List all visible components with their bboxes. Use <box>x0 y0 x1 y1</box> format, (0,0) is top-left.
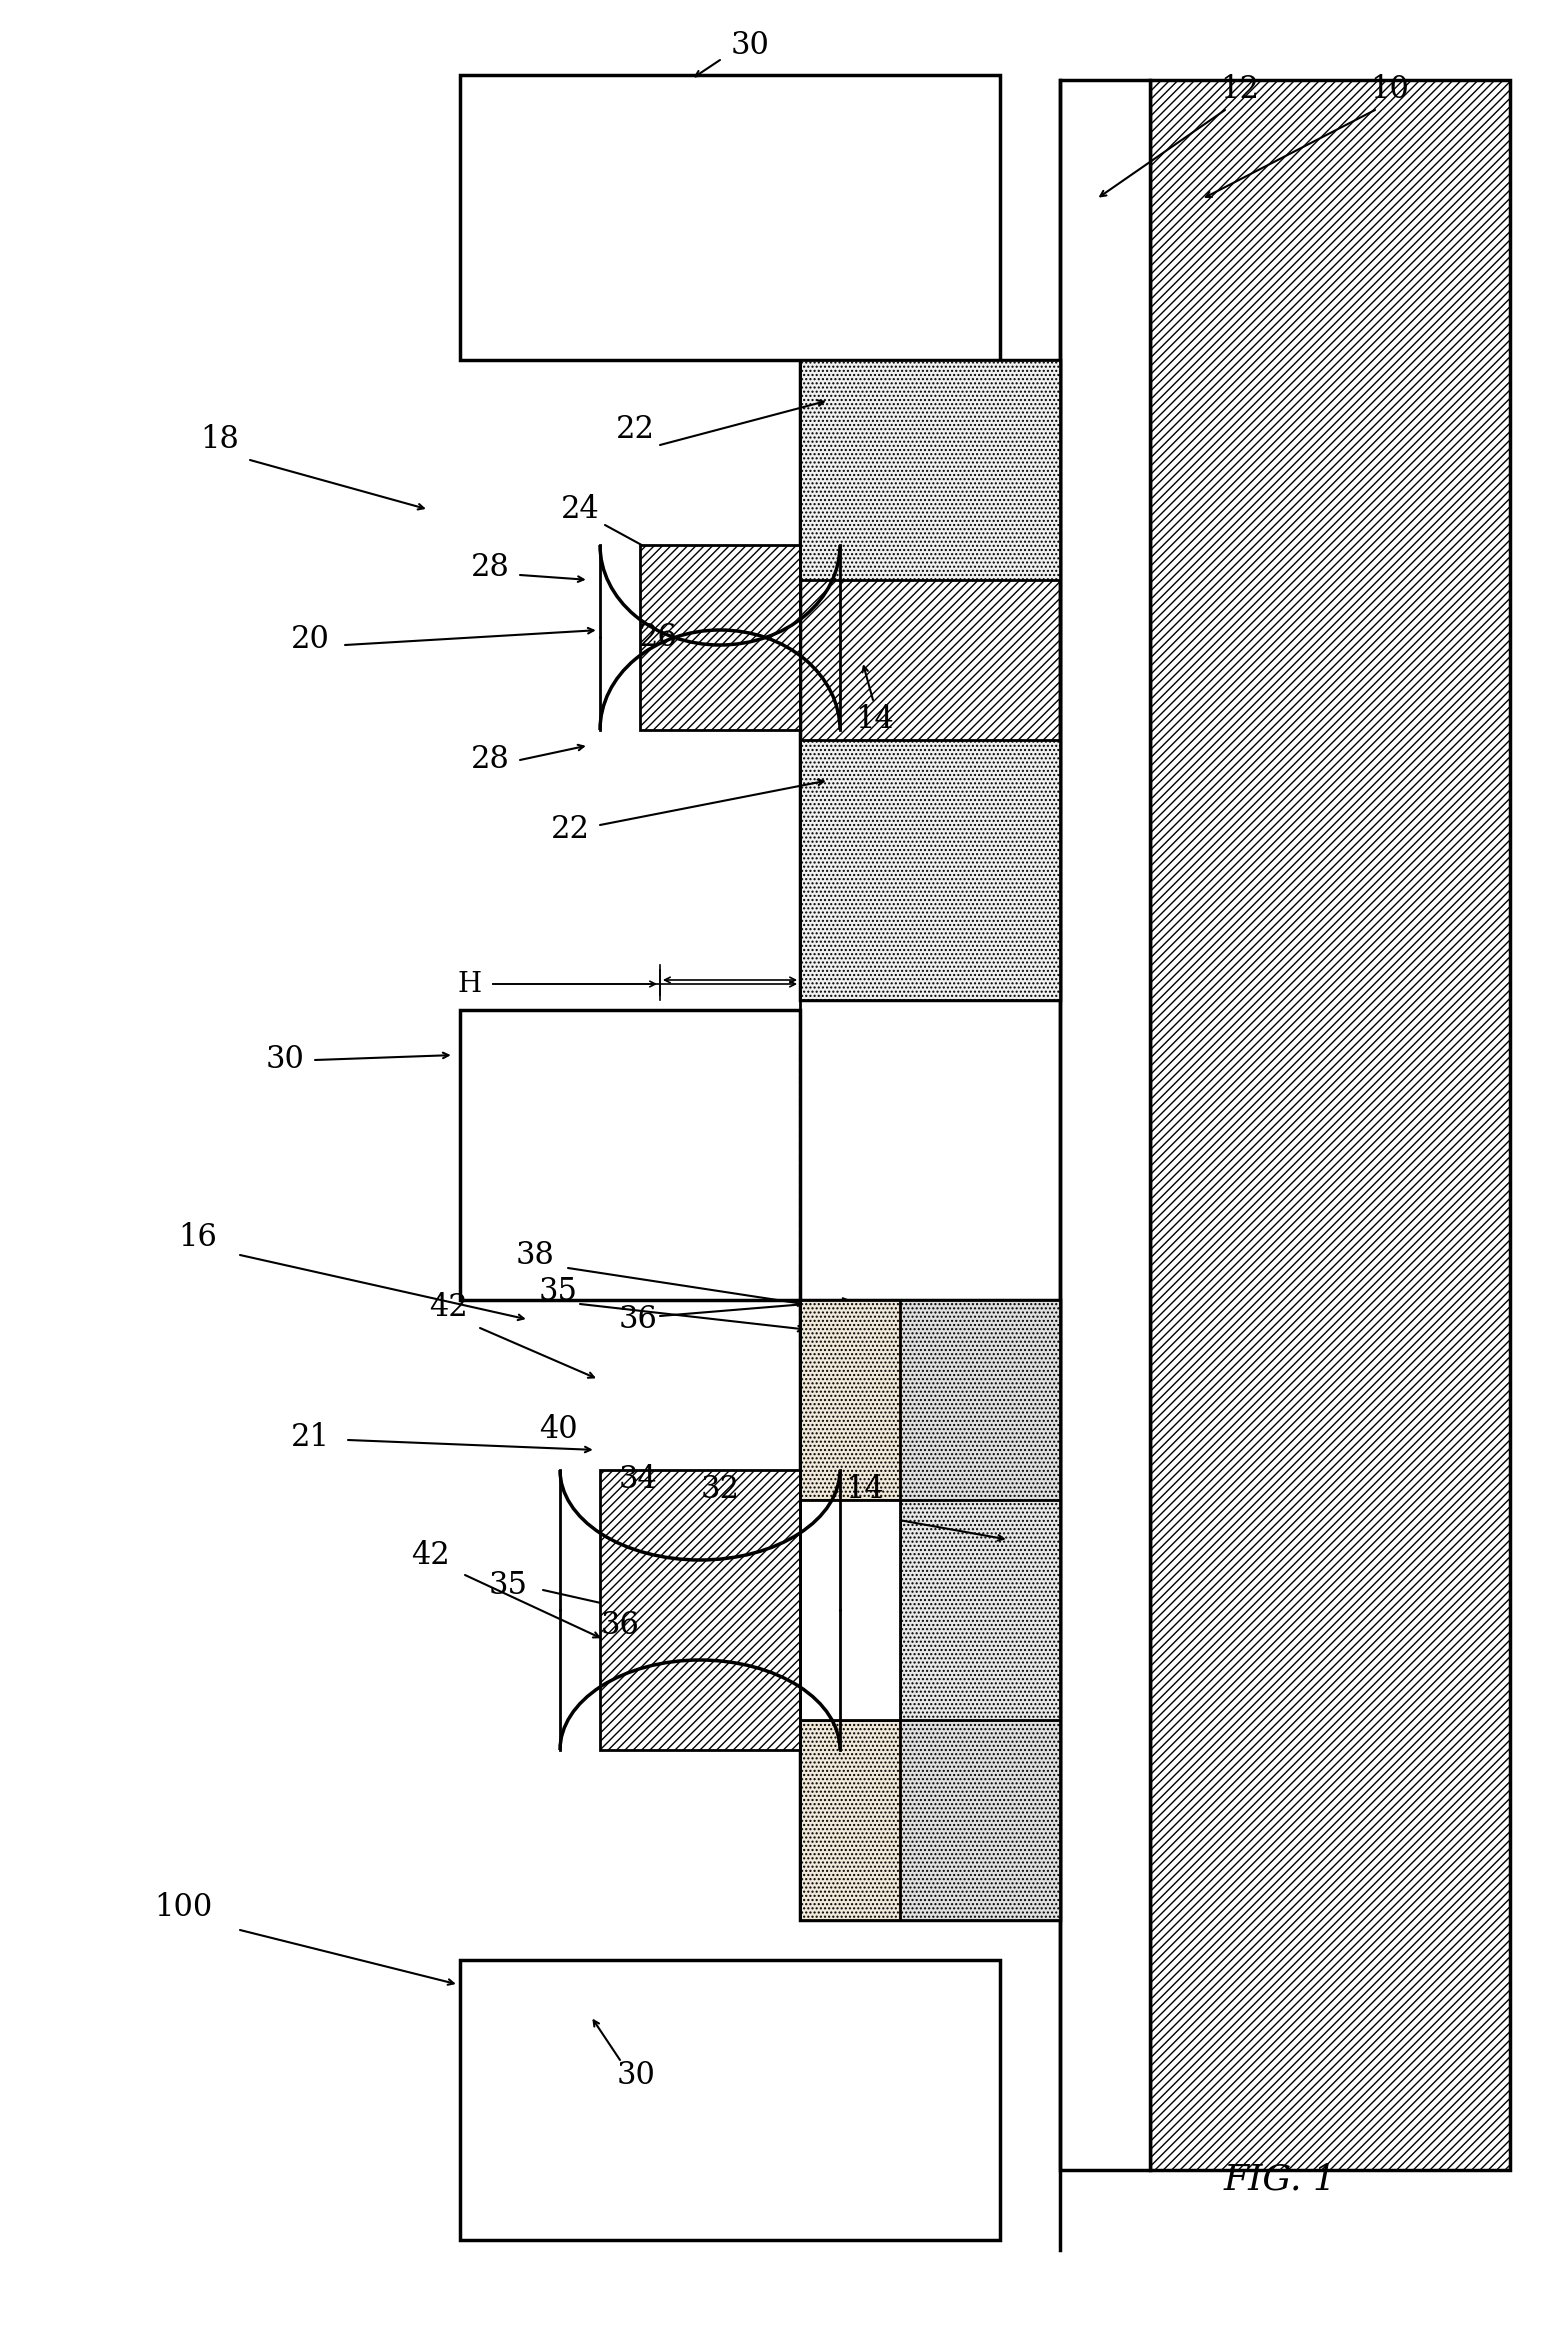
Text: 26: 26 <box>639 621 678 654</box>
Text: FIG. 1: FIG. 1 <box>1223 2163 1337 2196</box>
Text: 22: 22 <box>551 815 590 846</box>
Text: 100: 100 <box>154 1892 212 1923</box>
Bar <box>800 360 1061 579</box>
Text: 35: 35 <box>488 1570 528 1600</box>
Text: 38: 38 <box>516 1240 554 1271</box>
Bar <box>800 1719 1061 1920</box>
Text: 28: 28 <box>471 554 510 584</box>
Text: 28: 28 <box>471 745 510 776</box>
Text: 32: 32 <box>701 1474 740 1504</box>
Text: 30: 30 <box>730 30 769 61</box>
Text: 35: 35 <box>539 1275 577 1308</box>
Bar <box>800 1301 1061 1500</box>
Text: 14: 14 <box>846 1474 885 1504</box>
Text: 14: 14 <box>855 705 894 736</box>
Bar <box>1061 79 1150 2170</box>
Bar <box>1150 79 1510 2170</box>
Bar <box>460 75 1001 360</box>
Text: 36: 36 <box>601 1610 639 1640</box>
Text: 30: 30 <box>266 1044 304 1075</box>
Bar <box>900 1301 1061 1920</box>
Bar <box>800 1301 1061 1920</box>
Bar <box>601 1469 800 1750</box>
Bar <box>800 1301 900 1500</box>
Text: 36: 36 <box>619 1303 658 1336</box>
Text: 42: 42 <box>429 1292 468 1325</box>
Text: 42: 42 <box>411 1539 449 1570</box>
Text: 22: 22 <box>616 413 655 446</box>
Text: H: H <box>459 969 482 997</box>
Bar <box>800 741 1061 1000</box>
Text: 24: 24 <box>560 495 599 526</box>
Bar <box>641 544 800 729</box>
Text: 16: 16 <box>179 1222 218 1254</box>
Bar <box>800 1719 900 1920</box>
Bar <box>460 1960 1001 2240</box>
Bar <box>800 360 1061 1000</box>
Text: 40: 40 <box>539 1416 577 1446</box>
Text: 12: 12 <box>1220 75 1260 105</box>
Text: 10: 10 <box>1371 75 1410 105</box>
Text: 18: 18 <box>201 425 239 456</box>
Text: 20: 20 <box>290 624 329 656</box>
Text: 21: 21 <box>290 1423 329 1453</box>
Bar <box>460 1009 800 1301</box>
Bar <box>800 1500 900 1719</box>
Text: 30: 30 <box>616 2060 656 2091</box>
Text: 34: 34 <box>619 1465 658 1495</box>
